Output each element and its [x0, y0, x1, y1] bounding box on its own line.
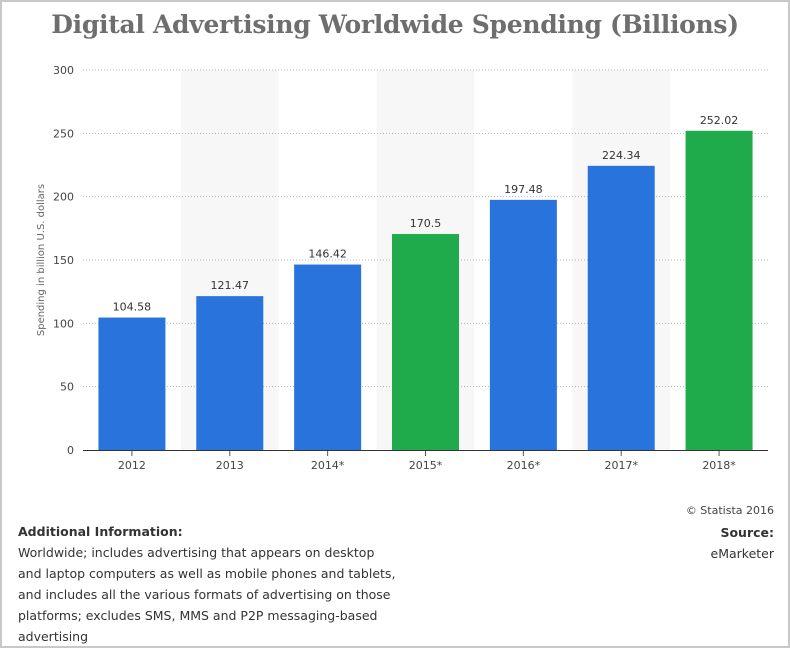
x-tick-label: 2016* [507, 459, 541, 472]
y-tick-label: 100 [53, 317, 74, 330]
copyright-note[interactable]: © Statista 2016 [685, 504, 774, 517]
y-tick-label: 0 [67, 444, 74, 457]
bar-chart: 0 50 100 150 200 250 300 104.58 121.47 146.42 170… [36, 64, 768, 472]
x-tick-label: 2013 [216, 459, 244, 472]
source-value[interactable]: eMarketer [710, 546, 775, 561]
y-tick-label: 300 [53, 64, 74, 77]
bar[interactable] [587, 165, 655, 450]
y-axis-title: Spending in billion U.S. dollars [36, 184, 47, 336]
x-tick-label: 2012 [118, 459, 146, 472]
source-heading: Source: [720, 525, 774, 540]
x-axis-ticks: 2012 2013 2014* 2015* 2016* 2017* 2018* [118, 450, 736, 472]
bar[interactable] [489, 199, 557, 450]
bar[interactable] [98, 317, 166, 450]
value-labels: 104.58 121.47 146.42 170.5 197.48 224.34 252.0… [113, 114, 739, 314]
x-tick-label: 2018* [702, 459, 736, 472]
x-tick-label: 2017* [604, 459, 638, 472]
source-block: Source: eMarketer [711, 522, 775, 564]
info-text: Worldwide; includes advertising that app… [18, 545, 396, 644]
data-label: 170.5 [410, 217, 442, 230]
data-label: 224.34 [602, 149, 641, 162]
additional-info: Additional Information: Worldwide; inclu… [18, 521, 398, 647]
bar[interactable] [294, 264, 362, 450]
bar[interactable] [685, 130, 753, 451]
data-label: 146.42 [308, 248, 347, 261]
y-tick-label: 150 [53, 254, 74, 267]
y-tick-label: 250 [53, 127, 74, 140]
y-axis-ticks: 0 50 100 150 200 250 300 [53, 64, 74, 457]
data-label: 252.02 [700, 114, 739, 127]
info-heading: Additional Information: [18, 524, 183, 539]
bar[interactable] [196, 296, 264, 450]
bar[interactable] [392, 234, 459, 450]
data-label: 197.48 [504, 183, 543, 196]
bars [98, 130, 753, 451]
data-label: 104.58 [113, 301, 152, 314]
y-tick-label: 200 [53, 191, 74, 204]
x-tick-label: 2015* [409, 459, 443, 472]
y-tick-label: 50 [60, 381, 74, 394]
data-label: 121.47 [211, 279, 250, 292]
x-tick-label: 2014* [311, 459, 345, 472]
chart-title: Digital Advertising Worldwide Spending (… [51, 10, 739, 39]
